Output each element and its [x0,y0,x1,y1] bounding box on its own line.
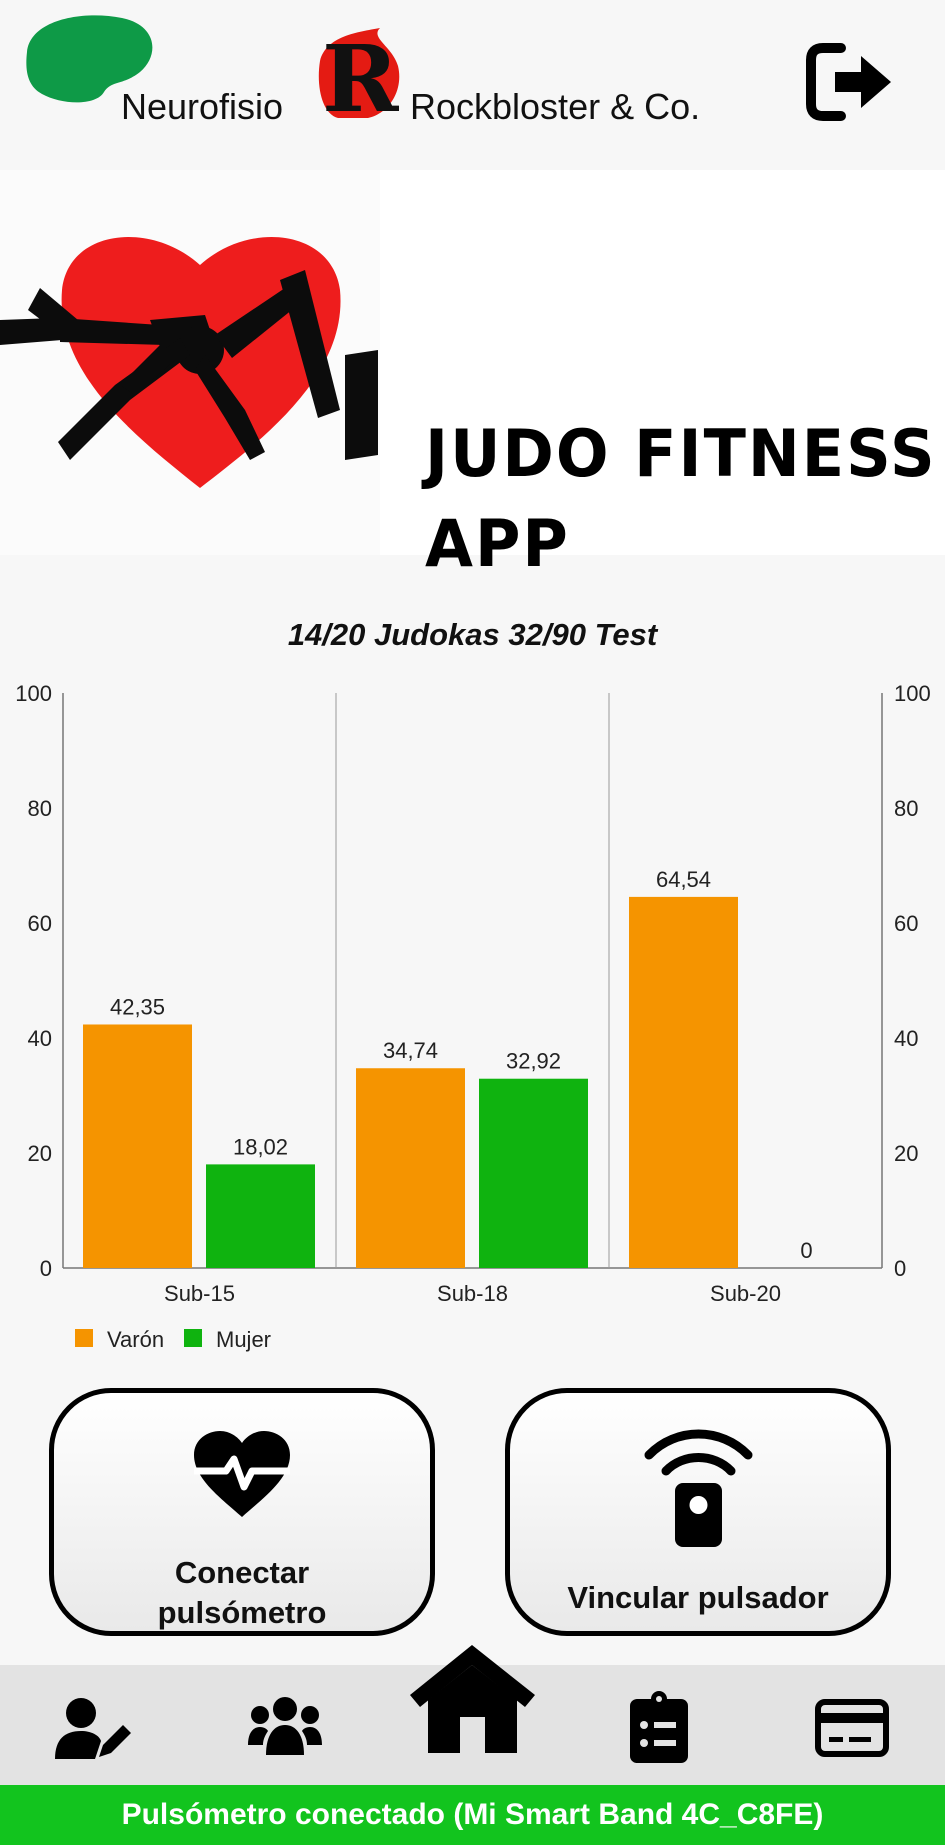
x-tick-label: Sub-20 [710,1281,781,1306]
logo-letter: R [322,26,399,121]
bar-chart: 0 0 20 20 40 40 60 60 80 80 100 100 42,35 18,02 Sub-15… [15,681,931,1352]
bar-value-label: 32,92 [506,1049,561,1074]
app-title-line1: JUDO FITNESS [425,415,937,492]
y-tick-label-left: 60 [28,911,52,936]
app-banner: JUDO FITNESS APP [0,170,945,582]
clipboard-list-icon [630,1691,688,1763]
bar-mujer [479,1078,588,1268]
bar-value-label: 64,54 [656,867,711,892]
rockbloster-logo: R [318,26,400,121]
bar-value-label: 42,35 [110,994,165,1019]
bar-value-label: 18,02 [233,1134,288,1159]
connection-status-bar: Pulsómetro conectado (Mi Smart Band 4C_C… [0,1785,945,1845]
legend-swatch [184,1329,202,1347]
bar-value-label: 0 [800,1238,812,1263]
x-tick-label: Sub-15 [164,1281,235,1306]
heart-judo-belt-logo [0,170,380,555]
bar-varón [356,1068,465,1268]
y-tick-label-right: 40 [894,1026,918,1051]
y-tick-label-right: 80 [894,796,918,821]
y-tick-label-right: 20 [894,1141,918,1166]
bar-varón [629,896,738,1268]
x-tick-label: Sub-18 [437,1281,508,1306]
bar-value-label: 34,74 [383,1038,438,1063]
bottom-navigation [0,1645,945,1785]
y-tick-label-right: 60 [894,911,918,936]
y-tick-label-right: 0 [894,1256,906,1281]
nav-tests[interactable] [630,1691,688,1768]
remote-signal-icon [644,1429,752,1547]
connect-heart-rate-label: Conectar pulsómetro [157,1555,327,1630]
logout-button[interactable] [805,40,900,125]
app-header: Neurofisio R Rockbloster & Co. [0,0,945,170]
link-remote-label: Vincular pulsador [567,1580,829,1615]
users-group-icon [248,1697,322,1755]
app-title-line2: APP [425,505,570,582]
bar-mujer [206,1164,315,1268]
nav-home[interactable] [410,1645,535,1760]
legend-label: Mujer [216,1327,271,1352]
user-edit-icon [55,1698,131,1759]
bar-varón [83,1024,192,1268]
app-title: JUDO FITNESS APP [425,409,937,590]
y-tick-label-left: 0 [40,1256,52,1281]
nav-profile[interactable] [55,1697,133,1766]
brand-rockbloster: Rockbloster & Co. [410,86,701,127]
y-tick-label-left: 20 [28,1141,52,1166]
nav-judokas[interactable] [248,1695,322,1762]
logout-icon [806,43,891,121]
y-tick-label-right: 100 [894,681,931,706]
legend-swatch [75,1329,93,1347]
legend-label: Varón [107,1327,164,1352]
link-remote-button[interactable]: Vincular pulsador [505,1388,891,1636]
heart-rate-icon [194,1431,290,1517]
y-tick-label-left: 100 [15,681,52,706]
chart-title: 14/20 Judokas 32/90 Test [287,617,658,652]
home-icon [410,1645,535,1753]
credit-card-icon [815,1699,889,1757]
connect-heart-rate-button[interactable]: Conectar pulsómetro [49,1388,435,1636]
nav-subscription[interactable] [815,1699,889,1762]
y-tick-label-left: 40 [28,1026,52,1051]
brand-neurofisio: Neurofisio [121,86,284,127]
neurofisio-logo [26,15,153,103]
y-tick-label-left: 80 [28,796,52,821]
